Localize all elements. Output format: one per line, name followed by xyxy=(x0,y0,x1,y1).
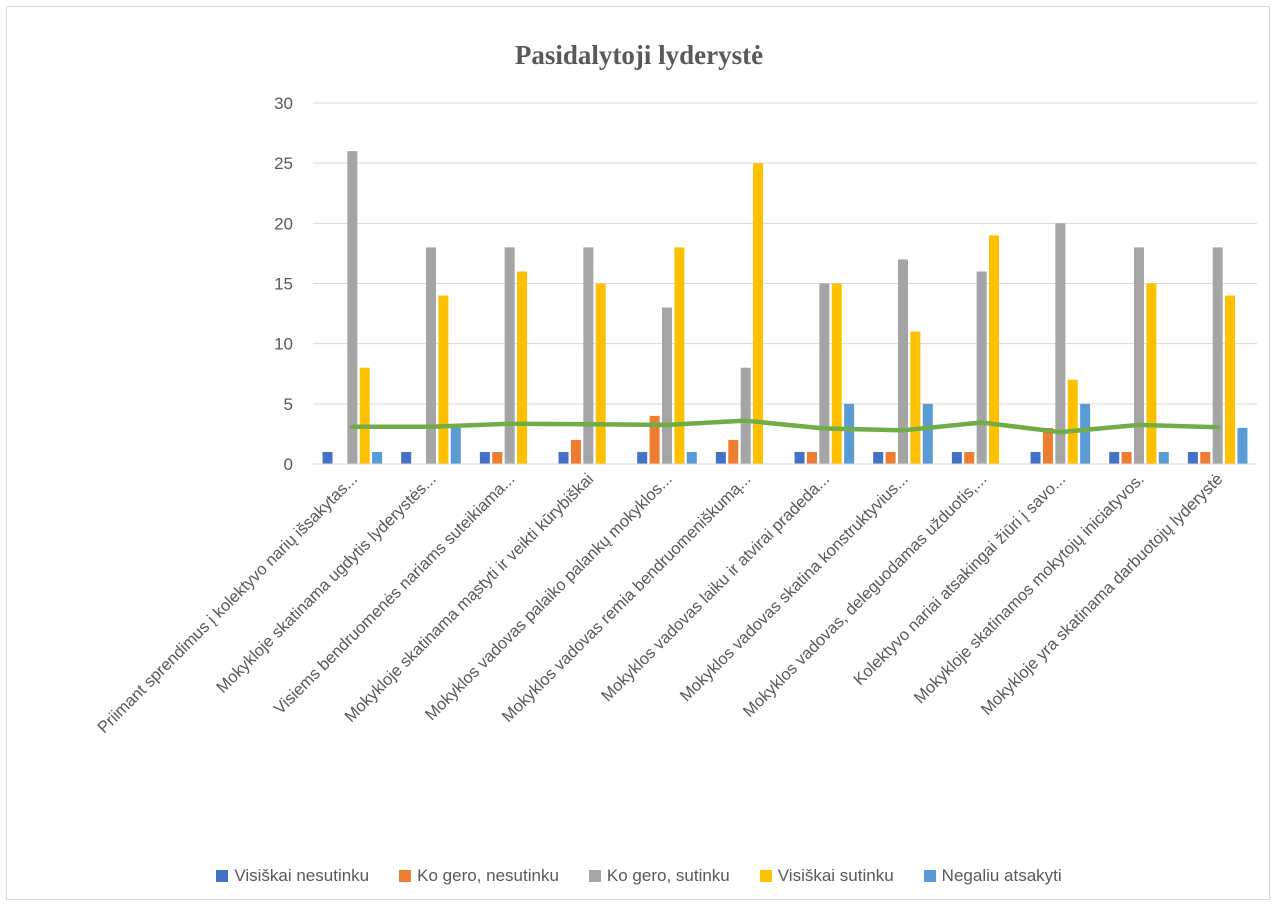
bar-3-3 xyxy=(504,247,515,464)
bar-3-11 xyxy=(1134,247,1144,464)
bars xyxy=(322,151,1248,464)
legend-item: Negaliu atsakyti xyxy=(923,866,1062,886)
bar-3-1 xyxy=(347,151,358,464)
bar-3-2 xyxy=(426,247,436,464)
bar-2-3 xyxy=(492,451,503,464)
bar-4-1 xyxy=(359,367,370,464)
bar-3-9 xyxy=(976,271,987,464)
y-tick-label: 5 xyxy=(284,395,293,414)
bar-3-6 xyxy=(740,367,751,464)
legend: Visiškai nesutinku Ko gero, nesutinku Ko g… xyxy=(0,866,1278,886)
bar-1-2 xyxy=(401,451,412,464)
y-tick-label: 10 xyxy=(274,335,293,354)
category-label: Priimant sprendimus į kolektyvo narių iš… xyxy=(94,470,361,737)
legend-swatch xyxy=(216,870,229,882)
bar-5-8 xyxy=(922,403,933,464)
bar-2-6 xyxy=(728,439,739,464)
bar-4-7 xyxy=(831,283,842,464)
bar-4-12 xyxy=(1225,295,1236,464)
bar-1-9 xyxy=(951,451,962,464)
bar-4-2 xyxy=(438,295,449,464)
bar-2-8 xyxy=(885,451,896,464)
legend-label: Visiškai sutinku xyxy=(777,866,894,885)
y-tick-label: 30 xyxy=(274,94,293,113)
bar-1-10 xyxy=(1030,451,1041,464)
bar-5-2 xyxy=(450,427,461,464)
chart-title: Pasidalytoji lyderystė xyxy=(514,40,764,70)
bar-3-4 xyxy=(583,247,594,464)
bar-4-11 xyxy=(1146,283,1157,464)
y-tick-label: 25 xyxy=(274,154,293,173)
y-axis-tick-labels: 0 5 10 15 20 25 30 xyxy=(274,94,293,474)
legend-swatch xyxy=(588,870,601,882)
legend-item: Visiškai nesutinku xyxy=(216,866,369,886)
bar-2-9 xyxy=(964,451,975,464)
bar-2-11 xyxy=(1121,451,1132,464)
bar-4-3 xyxy=(517,271,528,464)
gridlines xyxy=(313,102,1257,405)
bar-5-11 xyxy=(1158,451,1169,464)
bar-2-10 xyxy=(1042,427,1053,464)
bar-1-4 xyxy=(558,451,569,464)
legend-label: Negaliu atsakyti xyxy=(941,866,1062,885)
bar-2-12 xyxy=(1200,451,1211,464)
x-axis-category-labels: Priimant sprendimus į kolektyvo narių iš… xyxy=(94,470,1226,737)
bar-3-7 xyxy=(819,283,830,464)
legend-label: Ko gero, nesutinku xyxy=(417,866,559,885)
bar-5-12 xyxy=(1237,427,1248,464)
bar-1-12 xyxy=(1187,451,1198,464)
bar-1-6 xyxy=(715,451,726,464)
bar-2-5 xyxy=(649,415,660,464)
bar-4-4 xyxy=(595,283,606,464)
bar-1-11 xyxy=(1109,451,1120,464)
y-tick-label: 15 xyxy=(274,275,293,294)
bar-5-1 xyxy=(372,451,383,464)
legend-item: Visiškai sutinku xyxy=(759,866,894,886)
legend-item: Ko gero, sutinku xyxy=(588,866,730,886)
trendline-series xyxy=(350,418,1220,435)
y-tick-label: 0 xyxy=(284,455,293,474)
bar-2-7 xyxy=(806,451,817,464)
legend-item: Ko gero, nesutinku xyxy=(399,866,559,886)
bar-4-5 xyxy=(674,247,685,464)
bar-5-10 xyxy=(1080,403,1091,464)
y-tick-label: 20 xyxy=(274,214,293,233)
bar-1-5 xyxy=(637,451,648,464)
bar-2-4 xyxy=(570,439,581,464)
legend-swatch xyxy=(759,870,772,882)
legend-swatch xyxy=(399,870,412,882)
bar-1-3 xyxy=(479,451,490,464)
bar-4-9 xyxy=(989,235,1000,464)
bar-1-7 xyxy=(794,451,805,464)
legend-swatch xyxy=(923,870,936,882)
bar-1-8 xyxy=(873,451,884,464)
bar-1-1 xyxy=(322,451,333,464)
bar-3-5 xyxy=(662,307,672,464)
bar-3-12 xyxy=(1212,247,1223,464)
legend-label: Ko gero, sutinku xyxy=(606,866,730,885)
bar-3-10 xyxy=(1055,223,1066,464)
bar-4-6 xyxy=(753,163,764,464)
trendline xyxy=(350,418,1220,435)
bar-5-5 xyxy=(686,451,697,464)
bar-4-8 xyxy=(910,331,921,464)
bar-5-7 xyxy=(844,403,855,464)
bar-4-10 xyxy=(1067,379,1078,464)
legend-label: Visiškai nesutinku xyxy=(234,866,370,885)
bar-3-8 xyxy=(898,259,908,464)
